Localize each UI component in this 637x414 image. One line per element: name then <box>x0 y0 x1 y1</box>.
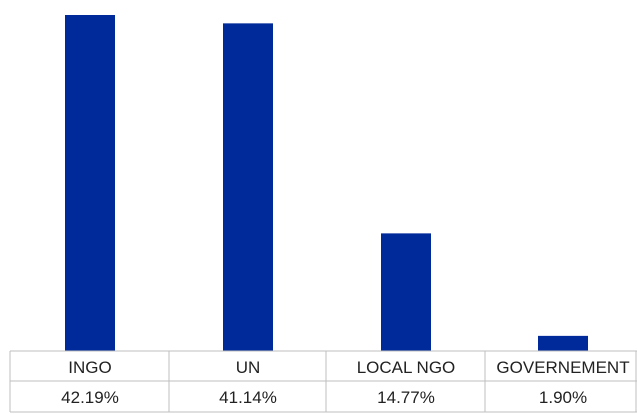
value-label-local-ngo: 14.77% <box>377 388 435 407</box>
category-label-governement: GOVERNEMENT <box>496 358 629 377</box>
bars-group <box>65 15 588 351</box>
value-label-ingo: 42.19% <box>61 388 119 407</box>
bar-local-ngo <box>381 233 431 351</box>
category-label-ingo: INGO <box>68 358 111 377</box>
value-label-un: 41.14% <box>219 388 277 407</box>
bar-un <box>223 23 273 351</box>
category-label-un: UN <box>236 358 261 377</box>
category-label-local-ngo: LOCAL NGO <box>357 358 456 377</box>
bar-ingo <box>65 15 115 351</box>
value-label-governement: 1.90% <box>539 388 587 407</box>
bar-governement <box>538 335 588 351</box>
data-table: INGO UN LOCAL NGO GOVERNEMENT 42.19% 41.… <box>9 350 637 413</box>
